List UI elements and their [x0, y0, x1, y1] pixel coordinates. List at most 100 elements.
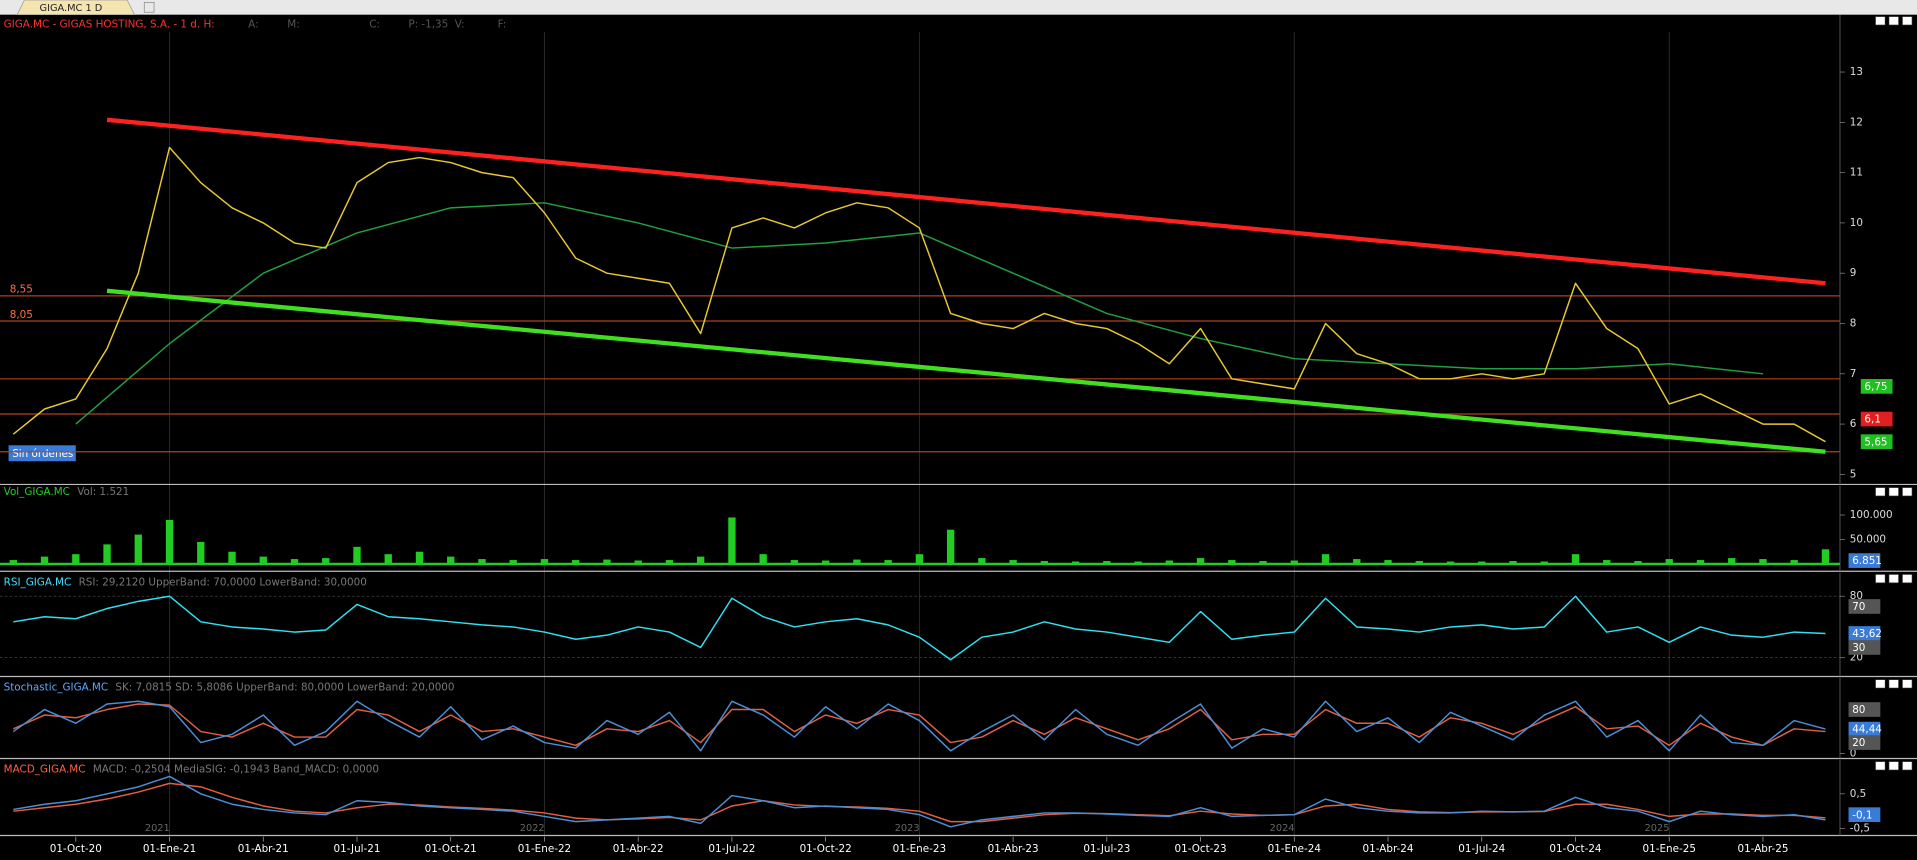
volume-bar [1009, 560, 1017, 564]
window-button[interactable] [1888, 679, 1900, 689]
volume-bar [1571, 554, 1580, 564]
tab[interactable] [16, 0, 136, 16]
y-tick-label: 7 [1850, 368, 1857, 380]
volume-bar [665, 560, 674, 564]
window-button[interactable] [1901, 761, 1913, 771]
volume-bar [1321, 554, 1330, 564]
window-button[interactable] [1888, 487, 1900, 497]
x-tick-label: 01-Oct-20 [50, 843, 102, 855]
volume-bar [415, 551, 424, 564]
trend-line [106, 117, 1826, 286]
series-line [13, 703, 1826, 747]
volume-bar [1290, 560, 1298, 564]
panel-title: RSI_GIGA.MC [4, 576, 72, 588]
window-button[interactable] [1875, 487, 1886, 497]
tab-title[interactable]: GIGA.MC 1 D [40, 3, 103, 14]
x-tick-label: 01-Ene-25 [1643, 843, 1696, 855]
panel-fields: SK: 7,0815 SD: 5,8086 UpperBand: 80,0000… [115, 682, 454, 694]
volume-bar [1353, 559, 1361, 564]
volume-bar [759, 554, 767, 564]
panel-title: Stochastic_GIGA.MC [4, 682, 108, 694]
trend-line [106, 288, 1826, 454]
window-button[interactable] [1875, 679, 1886, 689]
value-badge-label: 70 [1852, 601, 1865, 613]
window-button[interactable] [1888, 761, 1900, 771]
header-field: F: [498, 18, 507, 30]
x-tick-label: 01-Abr-23 [988, 843, 1039, 855]
volume-bar [384, 554, 392, 564]
volume-bar [634, 560, 642, 564]
series-line [13, 595, 1826, 661]
year-label: 2022 [520, 823, 545, 834]
volume-bar [165, 519, 174, 564]
value-badge-label: 6.851 [1852, 555, 1882, 567]
x-tick-label: 01-Oct-24 [1549, 843, 1602, 855]
volume-bar [728, 517, 736, 564]
volume-bar [259, 556, 267, 564]
order-status[interactable]: Sin órdenes [12, 448, 73, 460]
value-badge [1848, 702, 1881, 717]
volume-bar [853, 559, 861, 564]
year-label: 2021 [145, 823, 170, 834]
volume-bar [978, 558, 986, 564]
tab-bar [0, 0, 1917, 15]
window-button[interactable] [1901, 679, 1913, 689]
volume-bar [1603, 560, 1611, 564]
volume-bar [1259, 561, 1267, 564]
series-line [12, 146, 1826, 443]
volume-bar [946, 529, 955, 564]
volume-bar [697, 556, 705, 564]
window-button[interactable] [1901, 16, 1913, 26]
volume-bar [290, 559, 299, 564]
volume-bar [9, 560, 17, 564]
value-badge-label: 5,65 [1864, 436, 1887, 448]
value-badge [1848, 599, 1881, 614]
window-button[interactable] [1888, 573, 1900, 584]
volume-bar [478, 559, 486, 564]
y-tick-label: 10 [1850, 217, 1863, 229]
window-button[interactable] [1875, 16, 1886, 26]
x-tick-label: 01-Oct-23 [1175, 843, 1227, 855]
y-tick-label: 5 [1850, 468, 1857, 480]
value-badge-label: 20 [1852, 737, 1865, 749]
y-tick-label: 13 [1850, 66, 1863, 78]
value-badge [1848, 807, 1881, 823]
panel-fields: Vol: 1.521 [77, 486, 129, 498]
volume-bar [1665, 559, 1673, 564]
volume-bar [1196, 558, 1205, 564]
year-label: 2024 [1270, 823, 1295, 834]
x-tick-label: 01-Abr-24 [1363, 843, 1414, 855]
window-button[interactable] [1875, 761, 1886, 771]
panel-fields: RSI: 29,2120 UpperBand: 70,0000 LowerBan… [79, 576, 367, 588]
value-badge-label: 44,44 [1852, 724, 1882, 736]
order-box[interactable] [8, 445, 76, 462]
volume-bar [790, 560, 799, 564]
window-button[interactable] [1875, 573, 1886, 584]
window-button[interactable] [1888, 16, 1900, 26]
value-badge [1860, 411, 1893, 427]
volume-bar [72, 554, 80, 564]
x-tick-label: 01-Jul-22 [708, 843, 755, 855]
tab-close[interactable] [143, 2, 155, 13]
x-tick-label: 01-Abr-22 [613, 843, 664, 855]
price-level-label: 8,05 [10, 309, 33, 321]
window-button[interactable] [1901, 487, 1913, 497]
header-field: P: -1,35 [408, 18, 448, 30]
y-tick-label: 11 [1850, 167, 1863, 179]
volume-bar [322, 558, 330, 564]
panel-fields: MACD: -0,2504 MediaSIG: -0,1943 Band_MAC… [93, 763, 379, 775]
x-tick-label: 01-Jul-24 [1458, 843, 1505, 855]
volume-bar [353, 546, 361, 564]
window-button[interactable] [1901, 573, 1913, 584]
volume-bar [1790, 560, 1798, 564]
value-badge-label: -0,1 [1852, 809, 1872, 821]
volume-bar [1384, 560, 1392, 564]
volume-bar [572, 560, 580, 564]
volume-bar [1103, 561, 1111, 564]
volume-bar [197, 541, 205, 564]
volume-bar [603, 559, 611, 564]
volume-bar [103, 544, 111, 564]
header-field: C: [369, 18, 380, 30]
header-field: V: [455, 18, 465, 30]
